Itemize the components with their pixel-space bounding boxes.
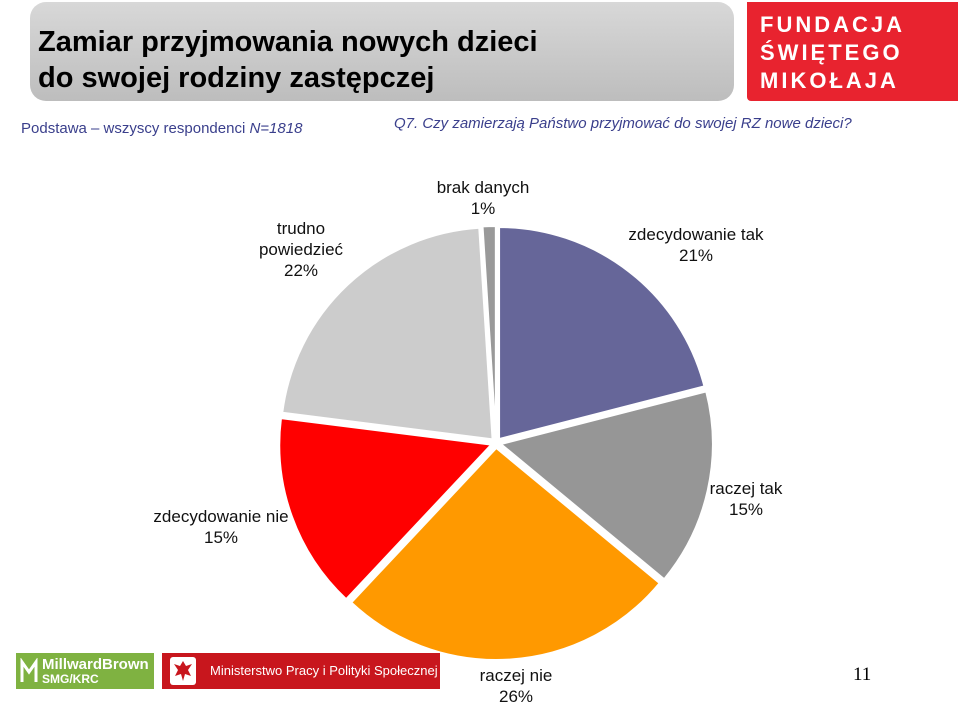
basis-label: Podstawa – wszyscy respondenci [21, 120, 246, 137]
mb-sub: SMG/KRC [42, 672, 99, 686]
pie-slice-raczej-tak [498, 390, 714, 581]
pie-slice-raczej-nie [349, 446, 662, 661]
mb-name: MillwardBrown [42, 656, 149, 673]
pie-label-zdecydowanie-tak: zdecydowanie tak 21% [628, 225, 764, 265]
pie-slice-brak-danych [481, 225, 497, 439]
pie-slice-trudno-powiedzieć [281, 226, 494, 441]
pie-label-trudno-powiedzieć: trudno powiedzieć 22% [259, 219, 344, 280]
ministry-logo: Ministerstwo Pracy i Polityki Społecznej [162, 653, 440, 689]
brand-line-3: MIKOŁAJA [760, 68, 899, 93]
eagle-emblem-icon [170, 657, 196, 685]
brand-line-1: FUNDACJA [760, 12, 905, 37]
page-number: 11 [853, 664, 872, 685]
pie-label-raczej-nie: raczej nie 26% [480, 666, 553, 705]
question-text: Q7. Czy zamierzają Państwo przyjmować do… [394, 115, 852, 132]
pie-label-brak-danych: brak danych 1% [437, 178, 530, 218]
millward-brown-mark-icon [20, 658, 38, 682]
brand-line-2: ŚWIĘTEGO [760, 40, 903, 65]
pie-label-zdecydowanie-nie: zdecydowanie nie 15% [153, 507, 288, 547]
title-line-2: do swojej rodziny zastępczej [38, 62, 435, 94]
millward-brown-logo: MillwardBrown SMG/KRC [16, 653, 154, 689]
pie-slice-zdecydowanie-nie [278, 417, 494, 601]
title-line-1: Zamiar przyjmowania nowych dzieci [38, 26, 538, 58]
pie-slice-zdecydowanie-tak [498, 226, 706, 441]
sample-basis: Podstawa – wszyscy respondenci N=1818 [21, 120, 302, 137]
ministry-name: Ministerstwo Pracy i Polityki Społecznej [210, 663, 438, 678]
pie-label-raczej-tak: raczej tak 15% [710, 479, 783, 519]
brand-logo: FUNDACJA ŚWIĘTEGO MIKOŁAJA [747, 2, 958, 101]
title-box: Zamiar przyjmowania nowych dzieci do swo… [30, 2, 734, 101]
basis-n: N=1818 [249, 120, 303, 137]
